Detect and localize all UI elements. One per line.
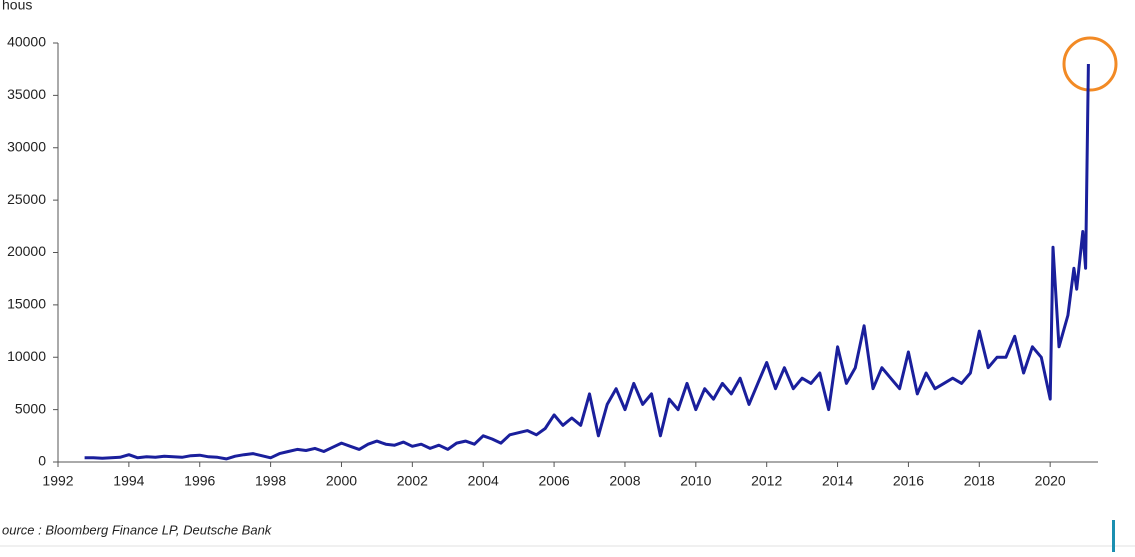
x-tick-label: 2012 [751,473,782,489]
y-tick-label: 40000 [7,34,46,50]
y-tick-label: 30000 [7,138,46,154]
source-note: ource : Bloomberg Finance LP, Deutsche B… [2,522,273,537]
y-tick-label: 10000 [7,348,46,364]
y-tick-label: 0 [38,453,46,469]
x-tick-label: 2008 [609,473,640,489]
y-tick-label: 5000 [15,400,46,416]
x-tick-label: 1992 [42,473,73,489]
x-tick-label: 2014 [822,473,853,489]
y-tick-label: 25000 [7,191,46,207]
x-tick-label: 1998 [255,473,286,489]
data-line [84,63,1090,461]
y-tick-label: 35000 [7,86,46,102]
axis-unit: hous [2,0,32,13]
footer-accent [1112,520,1115,552]
x-tick-label: 2018 [964,473,995,489]
x-tick-label: 2000 [326,473,357,489]
highlight-circle [1062,36,1118,92]
x-tick-label: 2006 [539,473,570,489]
x-tick-label: 2010 [680,473,711,489]
x-tick-label: 2004 [468,473,499,489]
x-tick-label: 1996 [184,473,215,489]
x-tick-label: 2020 [1035,473,1066,489]
y-tick-label: 20000 [7,243,46,259]
x-tick-label: 2002 [397,473,428,489]
x-tick-label: 2016 [893,473,924,489]
y-tick-label: 15000 [7,296,46,312]
x-tick-label: 1994 [113,473,144,489]
